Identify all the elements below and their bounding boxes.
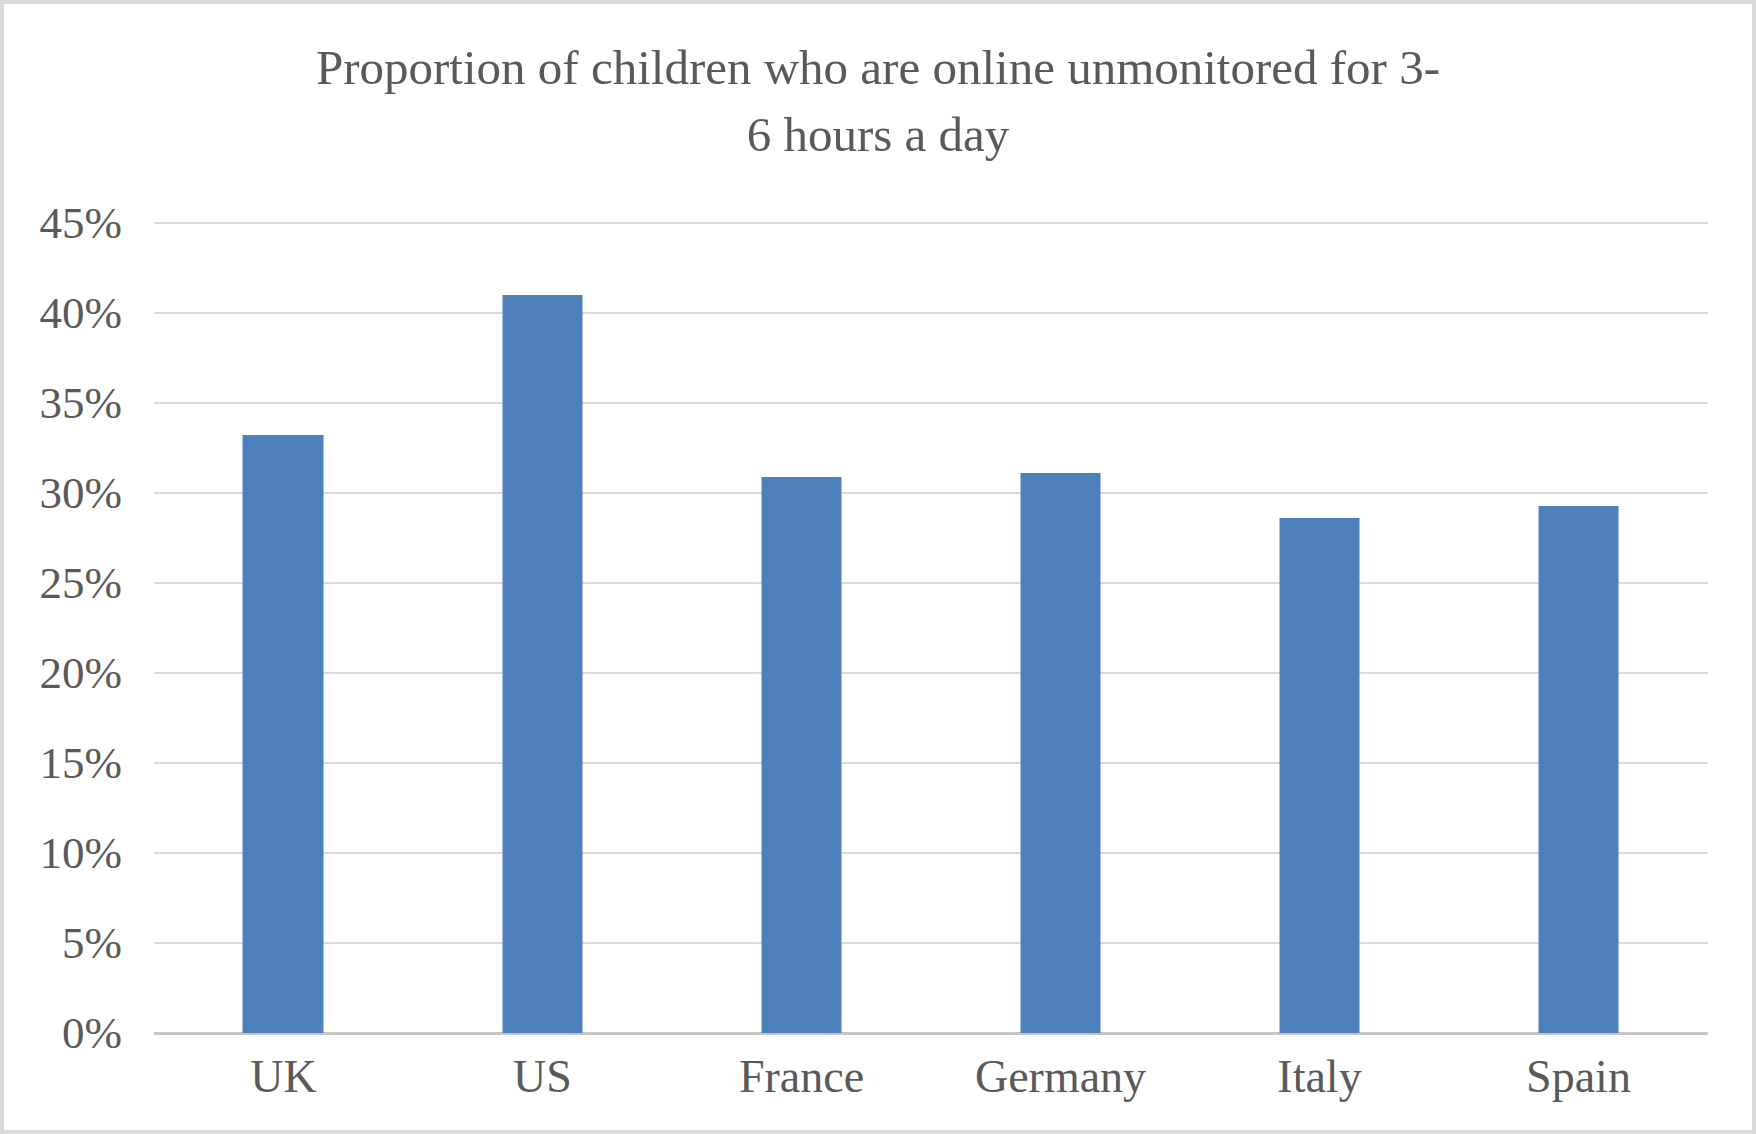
gridline-45 [154, 222, 1708, 224]
y-tick-label-15pct: 15% [40, 741, 123, 786]
y-tick-label-25pct: 25% [40, 561, 123, 606]
gridline-25 [154, 582, 1708, 584]
x-axis: UK US France Germany Italy Spain [154, 1052, 1708, 1112]
bar-germany [1020, 473, 1101, 1033]
chart-title-line-1: Proportion of children who are online un… [4, 34, 1752, 101]
x-tick-label-italy: Italy [1277, 1052, 1361, 1102]
x-tick-label-uk: UK [250, 1052, 316, 1102]
chart-frame: Proportion of children who are online un… [0, 0, 1756, 1134]
x-tick-label-us: US [513, 1052, 572, 1102]
bar-france [761, 477, 842, 1033]
gridline-10 [154, 852, 1708, 854]
gridline-5 [154, 942, 1708, 944]
y-tick-label-30pct: 30% [40, 471, 123, 516]
y-tick-label-5pct: 5% [62, 921, 122, 966]
gridline-35 [154, 402, 1708, 404]
gridline-30 [154, 492, 1708, 494]
x-tick-label-germany: Germany [975, 1052, 1146, 1102]
bar-uk [243, 435, 324, 1033]
chart-title: Proportion of children who are online un… [4, 34, 1752, 168]
gridline-20 [154, 672, 1708, 674]
bar-spain [1538, 506, 1619, 1033]
chart-title-line-2: 6 hours a day [4, 101, 1752, 168]
gridline-40 [154, 312, 1708, 314]
y-tick-label-10pct: 10% [40, 831, 123, 876]
y-axis: 0%5%10%15%20%25%30%35%40%45% [4, 223, 122, 1033]
x-tick-label-spain: Spain [1526, 1052, 1631, 1102]
y-tick-label-40pct: 40% [40, 291, 123, 336]
y-tick-label-20pct: 20% [40, 651, 123, 696]
bar-italy [1279, 518, 1360, 1033]
y-tick-label-45pct: 45% [40, 201, 123, 246]
x-axis-line [154, 1032, 1708, 1035]
x-tick-label-france: France [739, 1052, 864, 1102]
gridline-15 [154, 762, 1708, 764]
plot-area [154, 223, 1708, 1033]
bar-us [502, 295, 583, 1033]
y-tick-label-0pct: 0% [62, 1011, 122, 1056]
y-tick-label-35pct: 35% [40, 381, 123, 426]
